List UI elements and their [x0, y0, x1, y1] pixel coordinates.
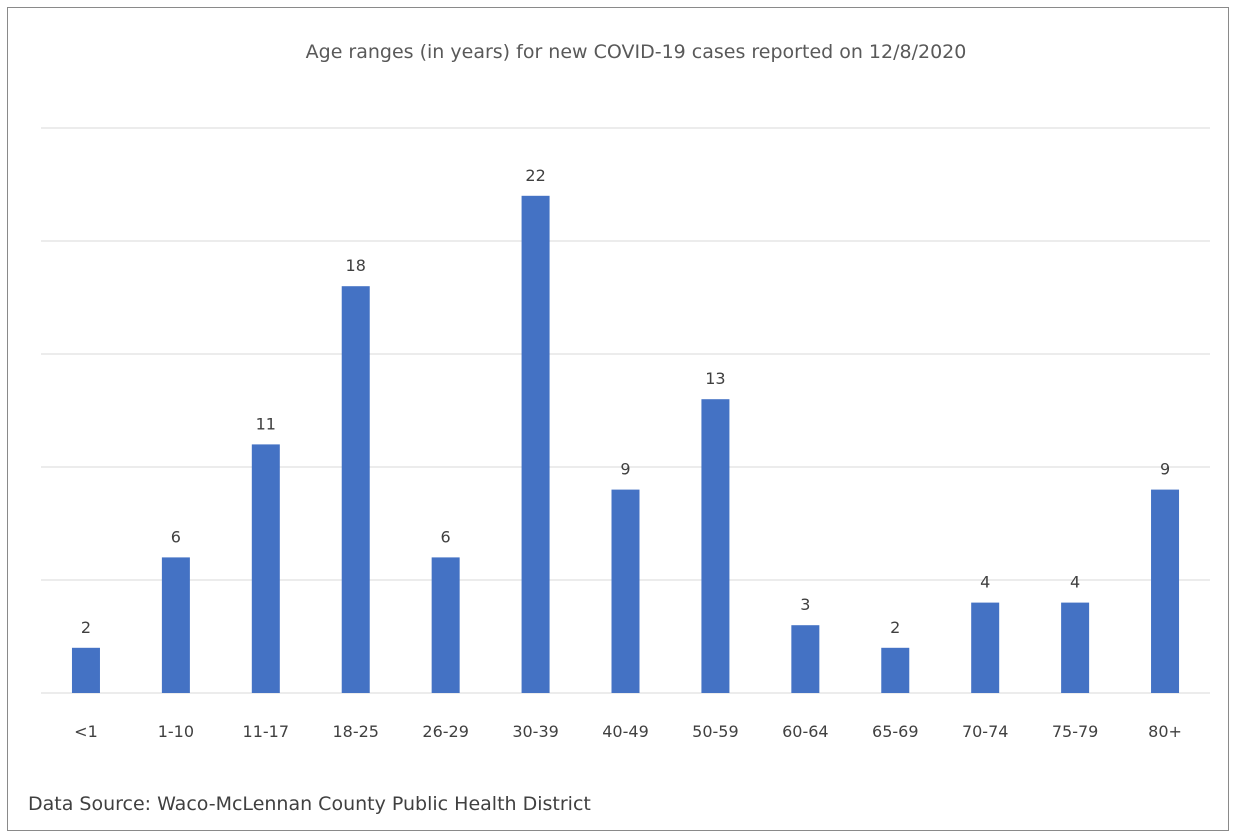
bar — [161, 557, 190, 693]
data-label: 11 — [256, 414, 276, 433]
data-label: 6 — [171, 527, 181, 546]
data-label: 6 — [441, 527, 451, 546]
bar — [701, 399, 730, 693]
bar — [71, 647, 100, 693]
bars — [71, 195, 1180, 694]
x-tick-label: 18-25 — [332, 722, 379, 741]
x-tick-label: 50-59 — [692, 722, 739, 741]
x-tick-label: 30-39 — [512, 722, 559, 741]
bar — [431, 557, 460, 693]
gridlines — [41, 127, 1210, 694]
bar — [251, 444, 280, 693]
x-tick-label: 40-49 — [602, 722, 649, 741]
x-tick-label: 70-74 — [962, 722, 1009, 741]
bar — [1151, 489, 1180, 693]
data-label: 9 — [1160, 460, 1170, 479]
bar — [341, 286, 370, 693]
bar — [881, 647, 910, 693]
bar — [971, 602, 1000, 693]
bar — [521, 195, 550, 694]
x-tick-label: 26-29 — [422, 722, 469, 741]
x-tick-label: 11-17 — [243, 722, 290, 741]
x-tick-label: 75-79 — [1052, 722, 1099, 741]
data-label: 9 — [620, 460, 630, 479]
data-source-note: Data Source: Waco-McLennan County Public… — [28, 793, 591, 815]
x-tick-label: 65-69 — [872, 722, 919, 741]
bar — [611, 489, 640, 693]
x-tick-label: <1 — [74, 722, 98, 741]
data-label: 2 — [890, 618, 900, 637]
data-label: 3 — [800, 595, 810, 614]
chart-title: Age ranges (in years) for new COVID-19 c… — [306, 41, 967, 63]
data-label: 13 — [705, 369, 725, 388]
bar — [791, 625, 820, 693]
x-axis-tick-labels: <1 1-10 11-17 18-25 26-29 30-39 40-49 50-59 60-6… — [74, 722, 1182, 741]
x-tick-label: 80+ — [1148, 722, 1182, 741]
x-tick-label: 1-10 — [158, 722, 194, 741]
data-labels: 2 6 11 18 6 22 9 13 3 2 4 4 9 — [81, 166, 1170, 637]
data-label: 18 — [346, 256, 366, 275]
data-label: 4 — [1070, 573, 1080, 592]
x-tick-label: 60-64 — [782, 722, 829, 741]
bar — [1061, 602, 1090, 693]
data-label: 22 — [525, 166, 545, 185]
data-label: 2 — [81, 618, 91, 637]
chart-frame — [7, 7, 1229, 831]
data-label: 4 — [980, 573, 990, 592]
